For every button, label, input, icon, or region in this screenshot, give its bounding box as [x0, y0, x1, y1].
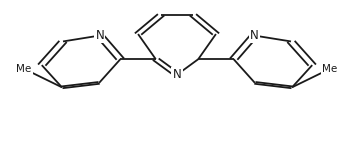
Text: N: N: [96, 29, 104, 42]
Text: Me: Me: [322, 64, 338, 74]
Text: N: N: [250, 29, 258, 42]
Text: N: N: [173, 68, 181, 81]
Text: Me: Me: [16, 64, 32, 74]
